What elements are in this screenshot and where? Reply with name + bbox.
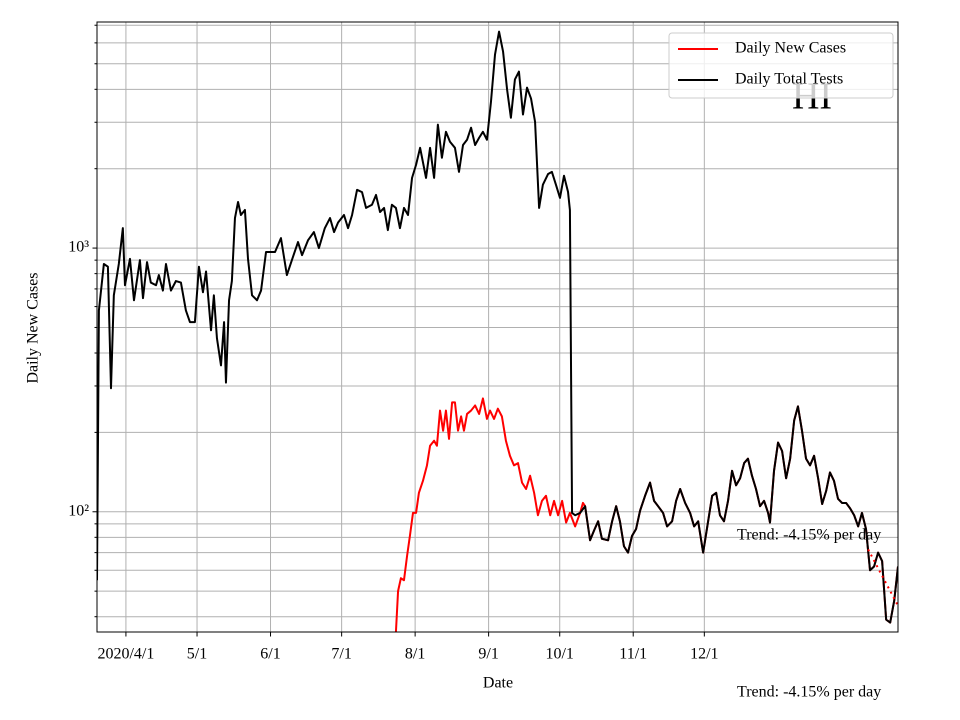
legend-box — [668, 32, 894, 99]
y-axis-label: Daily New Cases — [25, 272, 42, 383]
legend-label: Daily Total Tests — [735, 71, 843, 88]
x-tick-label: 8/1 — [405, 646, 425, 663]
x-tick-label: 9/1 — [478, 646, 498, 663]
x-tick-label: 7/1 — [331, 646, 351, 663]
y-tick-label: 10² — [68, 502, 89, 519]
x-tick-label: 6/1 — [260, 646, 280, 663]
x-tick-label: 10/1 — [545, 646, 573, 663]
x-tick-label: 2020/4/1 — [97, 646, 154, 663]
trend-line — [867, 548, 898, 607]
series-line — [97, 30, 898, 624]
x-tick-label: 5/1 — [187, 646, 207, 663]
x-tick-label: 11/1 — [619, 646, 647, 663]
x-tick-label: 12/1 — [690, 646, 718, 663]
x-axis-label: Date — [483, 675, 513, 692]
plot-lines — [97, 30, 898, 632]
legend-label: Daily New Cases — [735, 40, 846, 57]
trend-annotation: Trend: -4.15% per day — [737, 684, 881, 701]
legend: Daily New Cases Daily Total Tests — [668, 32, 894, 99]
trend-annotation: Trend: -4.15% per day — [737, 527, 881, 544]
axes-ticks: 10² 10³ 2020/4/1 5/1 6/1 7/1 8/1 9/1 10/1 11/1 12/… — [68, 24, 719, 663]
y-tick-label: 10³ — [68, 239, 89, 256]
